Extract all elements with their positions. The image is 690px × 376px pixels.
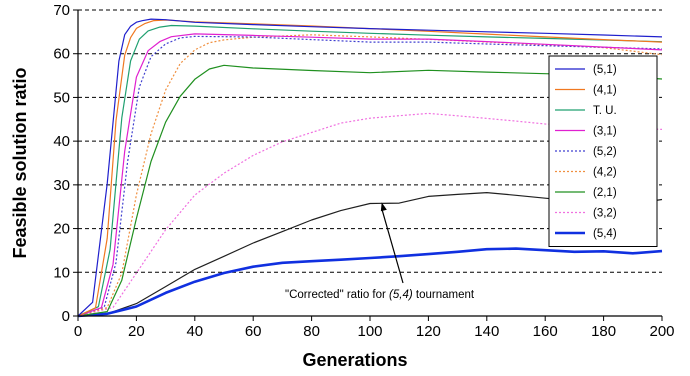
series-line-7 [77,112,663,317]
series-lines [77,18,663,318]
legend-label: (3,1) [593,126,617,138]
series-line-6 [77,64,663,317]
annotation-arrowhead [380,202,387,212]
y-axis-title: Feasible solution ratio [10,67,30,258]
annotation-suffix: tournament [413,289,475,301]
series-line-4 [77,35,663,317]
x-tick-label: 40 [186,323,203,340]
series-line-8 [77,247,663,318]
x-tick-label: 200 [649,323,674,340]
legend: (5,1) (4,1) T. U. (3,1) (5,2) (4,2) (2,1) (3,2)… [548,55,658,247]
legend-label: (4,1) [593,85,617,97]
x-tick-label: 120 [416,323,441,340]
legend-label: (5,2) [593,146,617,158]
x-tick-label: 140 [474,323,499,340]
y-tick-label: 0 [62,308,70,325]
series-line-3 [77,33,663,317]
annotation-arrow [381,208,404,284]
legend-label: (3,2) [593,208,617,220]
y-tick-label: 60 [53,46,70,63]
annotation-emphasis: (5,4) [389,289,413,301]
series-line-2 [77,24,663,317]
x-tick-label: 160 [533,323,558,340]
legend-label: (5,4) [593,228,617,240]
annotation-text: "Corrected" ratio for (5,4) tournament [285,289,475,301]
annotation-prefix: "Corrected" ratio for [285,289,389,301]
legend-label: (4,2) [593,167,617,179]
y-tick-label: 40 [53,133,70,150]
series-line-0 [77,18,663,317]
x-tick-label: 100 [357,323,382,340]
x-tick-label: 20 [128,323,145,340]
legend-label: (5,1) [593,64,617,76]
y-tick-labels: 0 10 20 30 40 50 60 70 [53,2,70,325]
legend-label: (2,1) [593,187,617,199]
annotation: "Corrected" ratio for (5,4) tournament [285,202,475,301]
y-tick-label: 30 [53,177,70,194]
x-tick-label: 80 [303,323,320,340]
legend-label: T. U. [593,105,617,117]
y-tick-label: 50 [53,89,70,106]
x-tick-label: 0 [74,323,82,340]
y-tick-label: 10 [53,264,70,281]
x-axis-title: Generations [302,350,407,370]
y-tick-label: 20 [53,221,70,238]
y-tick-label: 70 [53,2,70,19]
x-tick-labels: 0 20 40 60 80 100 120 140 160 180 200 [74,323,675,340]
x-tick-label: 60 [245,323,262,340]
x-tick-label: 180 [591,323,616,340]
axes [73,9,663,321]
